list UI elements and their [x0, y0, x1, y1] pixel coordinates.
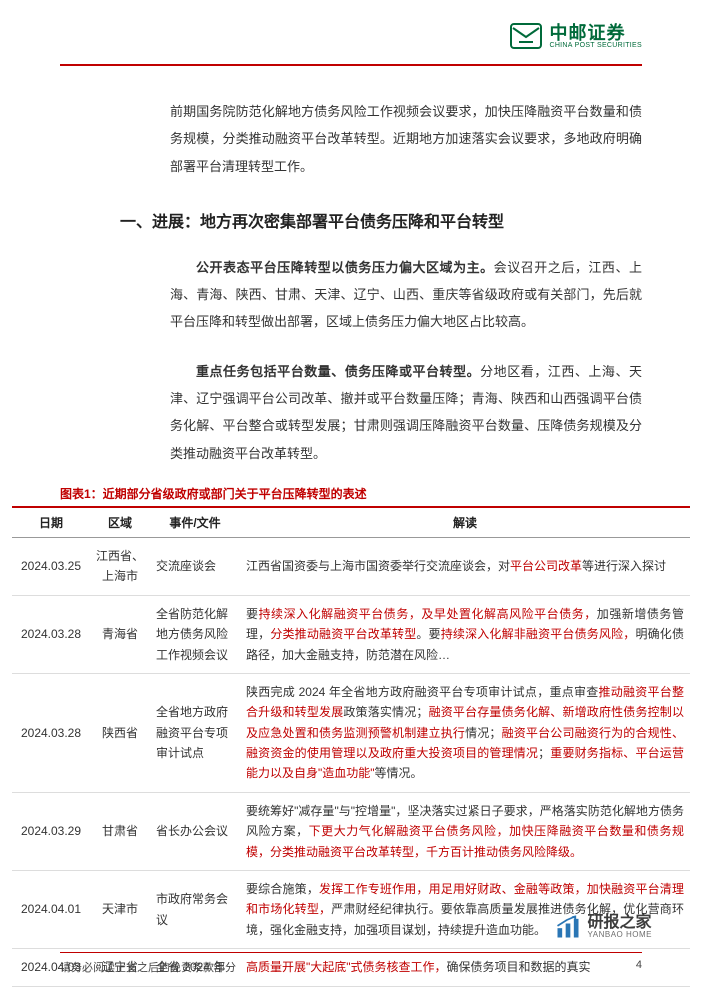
cell-region: 青海省 — [90, 595, 150, 673]
cell-date: 2024.03.28 — [12, 673, 90, 792]
header-rule — [60, 64, 642, 66]
cell-event: 省长办公会议 — [150, 792, 240, 870]
table-row: 2024.03.28陕西省全省地方政府融资平台专项审计试点陕西完成 2024 年… — [12, 673, 690, 792]
col-interp: 解读 — [240, 507, 690, 538]
table-row: 2024.03.29甘肃省省长办公会议要统筹好"减存量"与"控增量"，坚决落实过… — [12, 792, 690, 870]
post-logo-icon — [509, 22, 543, 50]
text-span: 等进行深入探讨 — [582, 559, 666, 573]
intro-paragraph: 前期国务院防范化解地方债务风险工作视频会议要求，加快压降融资平台数量和债务规模，… — [170, 98, 642, 180]
col-region: 区域 — [90, 507, 150, 538]
brand-text: 中邮证券 CHINA POST SECURITIES — [549, 24, 642, 49]
brand-logo: 中邮证券 CHINA POST SECURITIES — [509, 22, 642, 50]
cell-date: 2024.04.01 — [12, 871, 90, 949]
text-highlight: 持续深入化解融资平台债务，及早处置化解高风险平台债务， — [259, 607, 597, 621]
footer-page-number: 4 — [636, 959, 642, 975]
para2-lead: 重点任务包括平台数量、债务压降或平台转型。 — [196, 364, 480, 379]
cell-event: 市政府常务会议 — [150, 871, 240, 949]
table-header-row: 日期 区域 事件/文件 解读 — [12, 507, 690, 538]
cell-region: 天津市 — [90, 871, 150, 949]
watermark: 研报之家 YANBAO HOME — [554, 913, 652, 941]
cell-interp: 陕西完成 2024 年全省地方政府融资平台专项审计试点，重点审查推动融资平台整合… — [240, 673, 690, 792]
brand-name-cn: 中邮证券 — [549, 24, 642, 42]
text-span: 情况； — [465, 726, 501, 740]
col-date: 日期 — [12, 507, 90, 538]
cell-event: 全省地方政府融资平台专项审计试点 — [150, 673, 240, 792]
text-highlight: 下更大力气化解融资平台债务风险，加快压降融资平台数量和债务规模，分类推动融资平台… — [246, 824, 684, 858]
text-highlight: 持续深入化解非融资平台债务风险， — [441, 627, 636, 641]
text-span: 江西省国资委与上海市国资委举行交流座谈会，对 — [246, 559, 510, 573]
cell-interp: 要持续深入化解融资平台债务，及早处置化解高风险平台债务，加强新增债务管理，分类推… — [240, 595, 690, 673]
text-highlight: 平台公司改革 — [510, 559, 582, 573]
footer-disclaimer: 请务必阅读正文之后的免责条款部分 — [60, 959, 236, 975]
section-heading-1: 一、进展：地方再次密集部署平台债务压降和平台转型 — [120, 208, 642, 232]
text-span: 要 — [246, 607, 259, 621]
cell-interp: 江西省国资委与上海市国资委举行交流座谈会，对平台公司改革等进行深入探讨 — [240, 537, 690, 595]
page-footer: 请务必阅读正文之后的免责条款部分 4 — [60, 952, 642, 975]
cell-date: 2024.03.29 — [12, 792, 90, 870]
cell-date: 2024.03.25 — [12, 537, 90, 595]
paragraph-1: 公开表态平台压降转型以债务压力偏大区域为主。会议召开之后，江西、上海、青海、陕西… — [170, 254, 642, 336]
watermark-en: YANBAO HOME — [588, 931, 652, 939]
cell-region: 甘肃省 — [90, 792, 150, 870]
text-highlight: 分类推动融资平台改革转型 — [270, 627, 416, 641]
text-span: 。要 — [416, 627, 440, 641]
page-container: 中邮证券 CHINA POST SECURITIES 前期国务院防范化解地方债务… — [0, 0, 702, 991]
text-span: 等情况。 — [375, 766, 423, 780]
para1-lead: 公开表态平台压降转型以债务压力偏大区域为主。 — [196, 260, 494, 275]
text-span: ； — [538, 746, 550, 760]
cell-date: 2024.03.28 — [12, 595, 90, 673]
text-span: 政策落实情况； — [343, 705, 428, 719]
table-row: 2024.03.25江西省、上海市交流座谈会江西省国资委与上海市国资委举行交流座… — [12, 537, 690, 595]
table-1-caption: 图表1：近期部分省级政府或部门关于平台压降转型的表述 — [12, 485, 690, 506]
table-1-wrap: 图表1：近期部分省级政府或部门关于平台压降转型的表述 日期 区域 事件/文件 解… — [0, 485, 702, 987]
table-row: 2024.03.28青海省全省防范化解地方债务风险工作视频会议要持续深入化解融资… — [12, 595, 690, 673]
watermark-text: 研报之家 YANBAO HOME — [588, 915, 652, 939]
text-span: 要综合施策， — [246, 882, 319, 896]
paragraph-2: 重点任务包括平台数量、债务压降或平台转型。分地区看，江西、上海、天津、辽宁强调平… — [170, 358, 642, 467]
cell-event: 全省防范化解地方债务风险工作视频会议 — [150, 595, 240, 673]
cell-region: 陕西省 — [90, 673, 150, 792]
brand-name-en: CHINA POST SECURITIES — [549, 42, 642, 49]
watermark-icon — [554, 913, 582, 941]
text-span: 陕西完成 2024 年全省地方政府融资平台专项审计试点，重点审查 — [246, 685, 598, 699]
watermark-cn: 研报之家 — [588, 915, 652, 931]
cell-region: 江西省、上海市 — [90, 537, 150, 595]
cell-event: 交流座谈会 — [150, 537, 240, 595]
col-event: 事件/文件 — [150, 507, 240, 538]
cell-interp: 要统筹好"减存量"与"控增量"，坚决落实过紧日子要求，严格落实防范化解地方债务风… — [240, 792, 690, 870]
